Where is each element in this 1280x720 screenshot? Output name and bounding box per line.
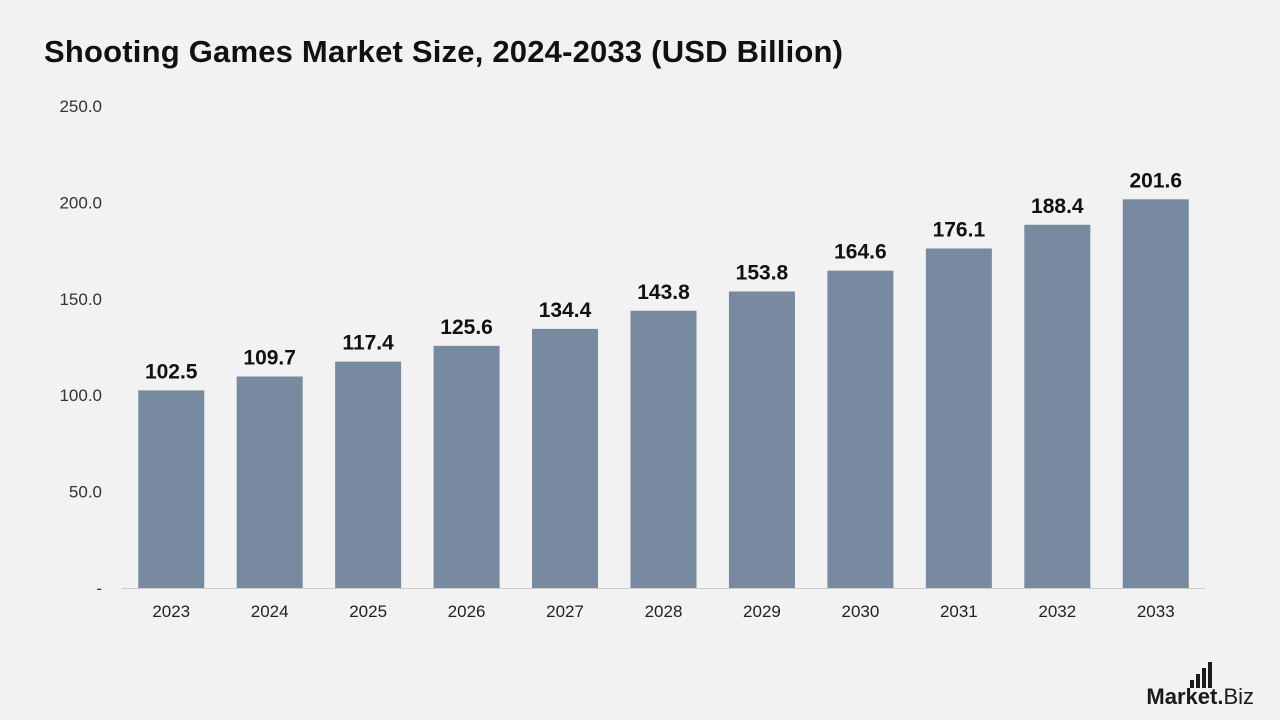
- data-label-2030: 164.6: [834, 241, 887, 264]
- x-tick-label-2023: 2023: [152, 602, 190, 621]
- y-tick-label: 150.0: [59, 290, 102, 309]
- bar-2031: [925, 248, 992, 589]
- y-axis: - 50.0 100.0 150.0 200.0 250.0: [59, 97, 102, 598]
- bar-2032: [1024, 224, 1091, 588]
- logo-text-market: Market: [1146, 684, 1218, 709]
- data-label-2027: 134.4: [539, 299, 592, 322]
- bar-2029: [728, 291, 795, 588]
- chart-title: Shooting Games Market Size, 2024-2033 (U…: [44, 34, 844, 69]
- x-tick-label-2030: 2030: [841, 602, 879, 621]
- x-tick-label-2024: 2024: [251, 602, 289, 621]
- data-labels-group: 102.5 109.7 117.4 125.6 134.4 143.8 153.8 164.6…: [145, 169, 1182, 383]
- bar-2030: [827, 270, 894, 588]
- bar-2033: [1122, 199, 1189, 589]
- data-label-2023: 102.5: [145, 360, 198, 383]
- bar-chart-logo-icon: [1190, 662, 1212, 688]
- x-tick-label-2027: 2027: [546, 602, 584, 621]
- x-axis: 2023 2024 2025 2026 2027 2028 2029 2030 2031 2032…: [122, 588, 1205, 621]
- data-label-2033: 201.6: [1129, 169, 1182, 192]
- x-tick-label-2031: 2031: [940, 602, 978, 621]
- bars-group: [138, 199, 1189, 589]
- logo-text-dot: .: [1217, 684, 1224, 709]
- bar-2027: [532, 328, 599, 588]
- logo-text-biz: Biz: [1223, 684, 1254, 709]
- bar-2025: [335, 361, 402, 588]
- x-tick-label-2028: 2028: [645, 602, 683, 621]
- data-label-2024: 109.7: [243, 346, 296, 369]
- data-label-2025: 117.4: [342, 332, 394, 355]
- bar-2028: [630, 310, 697, 588]
- y-tick-label: -: [96, 579, 102, 598]
- data-label-2032: 188.4: [1031, 195, 1084, 218]
- bar-2023: [138, 390, 205, 588]
- x-tick-label-2033: 2033: [1137, 602, 1175, 621]
- y-tick-label: 200.0: [59, 193, 102, 212]
- y-tick-label: 50.0: [69, 483, 102, 502]
- data-label-2028: 143.8: [637, 281, 690, 304]
- data-label-2029: 153.8: [736, 261, 789, 284]
- bar-2026: [433, 345, 500, 588]
- y-tick-label: 250.0: [59, 97, 102, 116]
- x-tick-label-2032: 2032: [1038, 602, 1076, 621]
- x-tick-label-2029: 2029: [743, 602, 781, 621]
- x-tick-label-2025: 2025: [349, 602, 387, 621]
- data-label-2026: 125.6: [440, 316, 493, 339]
- x-tick-label-2026: 2026: [448, 602, 486, 621]
- y-tick-label: 100.0: [59, 386, 102, 405]
- bar-2024: [236, 376, 303, 588]
- marketbiz-logo: Market. Biz: [1146, 662, 1254, 709]
- data-label-2031: 176.1: [933, 218, 986, 241]
